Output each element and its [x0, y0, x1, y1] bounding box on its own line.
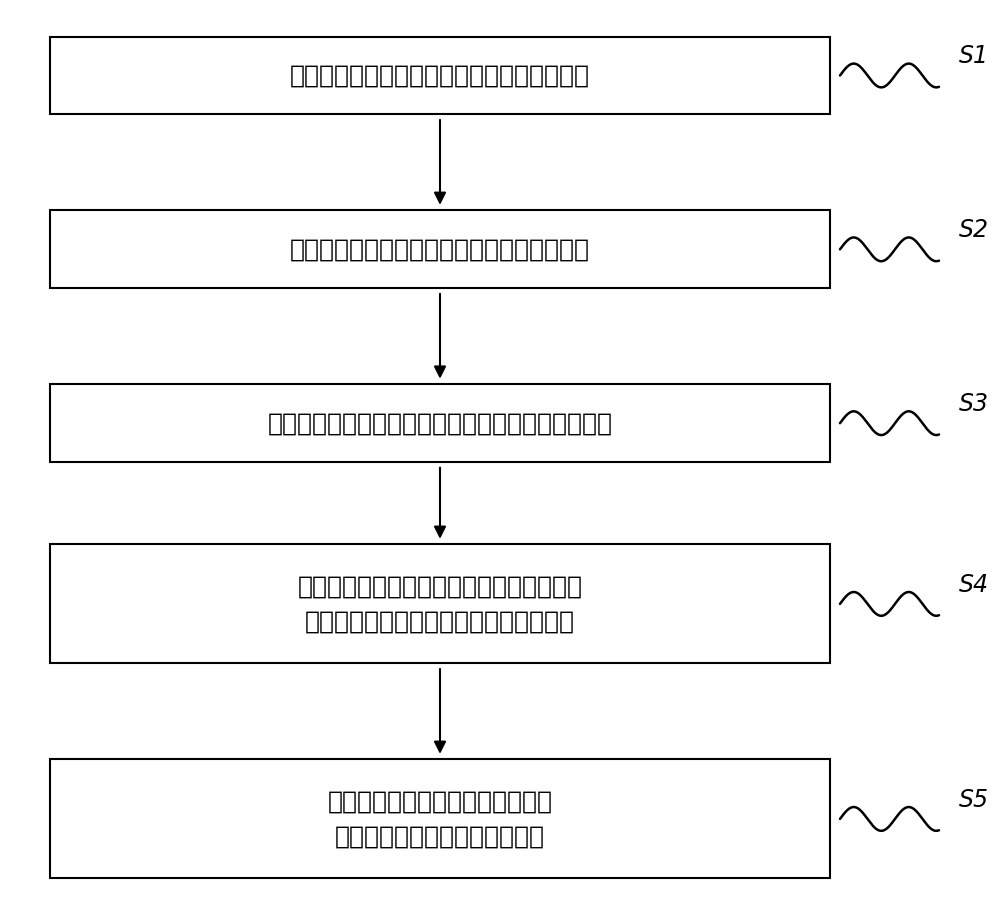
Text: 将干燥设定时间后的聚丙烯腈原丝浸入悬浮
液中，浸渍设定时间后取出，并完全干燥: 将干燥设定时间后的聚丙烯腈原丝浸入悬浮 液中，浸渍设定时间后取出，并完全干燥: [298, 575, 582, 633]
Bar: [50, 210, 830, 288]
Bar: [50, 384, 830, 462]
Text: 将聚丙烯腈原丝浸入粘合溶液中，在完全干燥前取出: 将聚丙烯腈原丝浸入粘合溶液中，在完全干燥前取出: [268, 411, 612, 436]
Text: 将干燥后的聚丙烯腈原丝在设定条
件下送入微波氧化炉中进行氧化: 将干燥后的聚丙烯腈原丝在设定条 件下送入微波氧化炉中进行氧化: [328, 790, 552, 848]
Text: S4: S4: [959, 573, 989, 597]
Text: S3: S3: [959, 392, 989, 415]
Text: 将水解粘合剂融入去离子水中，形成粘合溶液: 将水解粘合剂融入去离子水中，形成粘合溶液: [290, 63, 590, 88]
Text: S5: S5: [959, 788, 989, 812]
Text: 将设定量的炭黑与去离子水混合，形成悬浮液: 将设定量的炭黑与去离子水混合，形成悬浮液: [290, 237, 590, 262]
Text: S2: S2: [959, 218, 989, 242]
Bar: [50, 37, 830, 114]
Bar: [50, 544, 830, 663]
Bar: [50, 759, 830, 878]
Text: S1: S1: [959, 44, 989, 69]
